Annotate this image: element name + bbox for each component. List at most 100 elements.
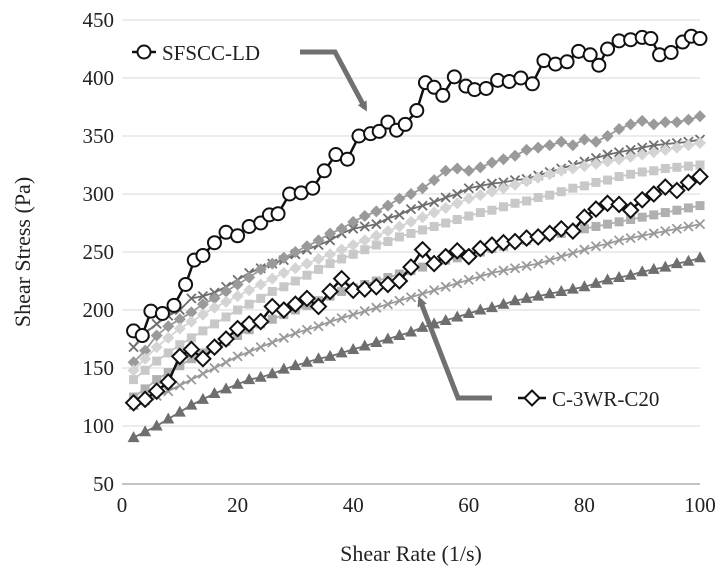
data-point bbox=[533, 192, 543, 202]
data-point bbox=[266, 257, 279, 270]
y-tick-label: 200 bbox=[83, 298, 115, 322]
data-point bbox=[370, 335, 383, 347]
data-point bbox=[182, 340, 201, 359]
data-point bbox=[579, 181, 589, 191]
data-point bbox=[163, 348, 173, 358]
data-point bbox=[602, 238, 613, 250]
data-point bbox=[324, 248, 337, 261]
data-point bbox=[220, 285, 233, 298]
data-point bbox=[552, 219, 571, 238]
data-point bbox=[474, 189, 487, 202]
data-point bbox=[402, 258, 420, 276]
data-point bbox=[194, 349, 212, 368]
data-point bbox=[196, 298, 209, 311]
data-point bbox=[613, 147, 625, 158]
x-tick-label: 40 bbox=[343, 493, 364, 517]
data-point bbox=[254, 263, 267, 276]
data-point bbox=[637, 230, 648, 241]
data-point bbox=[405, 188, 417, 200]
data-point bbox=[524, 76, 540, 92]
data-point bbox=[134, 328, 150, 344]
data-point bbox=[196, 392, 209, 404]
data-point bbox=[178, 276, 194, 292]
data-point bbox=[348, 309, 359, 320]
data-point bbox=[603, 175, 613, 185]
data-point bbox=[312, 352, 325, 364]
plot-area bbox=[124, 28, 709, 443]
data-point bbox=[277, 362, 290, 374]
data-point bbox=[601, 155, 614, 168]
data-point bbox=[370, 205, 383, 218]
data-point bbox=[568, 183, 578, 193]
data-point bbox=[556, 251, 567, 262]
data-point bbox=[497, 153, 510, 166]
series bbox=[129, 160, 705, 385]
data-point bbox=[563, 222, 582, 241]
data-point bbox=[393, 192, 406, 205]
data-point bbox=[127, 364, 140, 377]
data-point bbox=[610, 195, 628, 214]
data-point bbox=[578, 133, 591, 146]
data-point bbox=[335, 222, 348, 235]
data-point bbox=[173, 322, 186, 335]
data-point bbox=[475, 180, 486, 192]
data-point bbox=[462, 306, 475, 318]
data-point bbox=[683, 203, 693, 213]
data-point bbox=[405, 203, 417, 215]
data-point bbox=[286, 295, 305, 314]
data-point bbox=[428, 285, 440, 296]
data-point bbox=[532, 289, 545, 301]
data-point bbox=[309, 297, 328, 316]
data-point bbox=[251, 312, 270, 331]
data-point bbox=[185, 306, 198, 319]
data-point bbox=[289, 246, 302, 258]
data-point bbox=[140, 365, 150, 375]
data-point bbox=[462, 164, 475, 177]
data-point bbox=[559, 54, 575, 70]
data-point bbox=[335, 243, 348, 256]
data-point bbox=[520, 175, 533, 188]
data-point bbox=[300, 240, 313, 253]
data-point bbox=[498, 202, 508, 212]
data-point bbox=[598, 194, 617, 213]
data-point bbox=[566, 139, 579, 152]
x-tick-label: 20 bbox=[227, 493, 248, 517]
data-point bbox=[163, 386, 174, 397]
data-point bbox=[381, 332, 394, 344]
data-point bbox=[591, 177, 601, 187]
callout-arrow bbox=[300, 49, 368, 112]
data-point bbox=[649, 210, 659, 220]
data-point bbox=[300, 257, 313, 270]
data-point bbox=[555, 284, 568, 296]
data-point bbox=[381, 225, 394, 238]
data-point bbox=[694, 219, 706, 230]
data-point bbox=[336, 312, 347, 324]
data-point bbox=[459, 247, 478, 266]
data-point bbox=[175, 361, 185, 371]
data-point bbox=[371, 123, 387, 139]
data-point bbox=[314, 264, 324, 274]
data-point bbox=[186, 333, 196, 343]
callout-label: SFSCC-LD bbox=[162, 41, 260, 65]
data-point bbox=[601, 273, 614, 285]
data-point bbox=[600, 41, 616, 57]
data-point bbox=[614, 217, 624, 227]
data-point bbox=[590, 241, 602, 252]
data-point bbox=[670, 141, 683, 154]
data-point bbox=[543, 287, 556, 299]
data-point bbox=[358, 339, 371, 351]
data-point bbox=[624, 268, 637, 280]
data-point bbox=[555, 135, 568, 148]
data-point bbox=[324, 227, 337, 240]
data-point bbox=[324, 316, 336, 327]
data-point bbox=[624, 118, 637, 131]
data-point bbox=[626, 169, 636, 179]
data-point bbox=[446, 69, 462, 85]
data-point bbox=[435, 87, 451, 103]
series bbox=[124, 167, 709, 412]
data-point bbox=[393, 220, 406, 233]
data-point bbox=[509, 178, 522, 191]
data-point bbox=[520, 291, 533, 303]
data-point bbox=[325, 259, 335, 269]
data-point bbox=[139, 344, 152, 357]
